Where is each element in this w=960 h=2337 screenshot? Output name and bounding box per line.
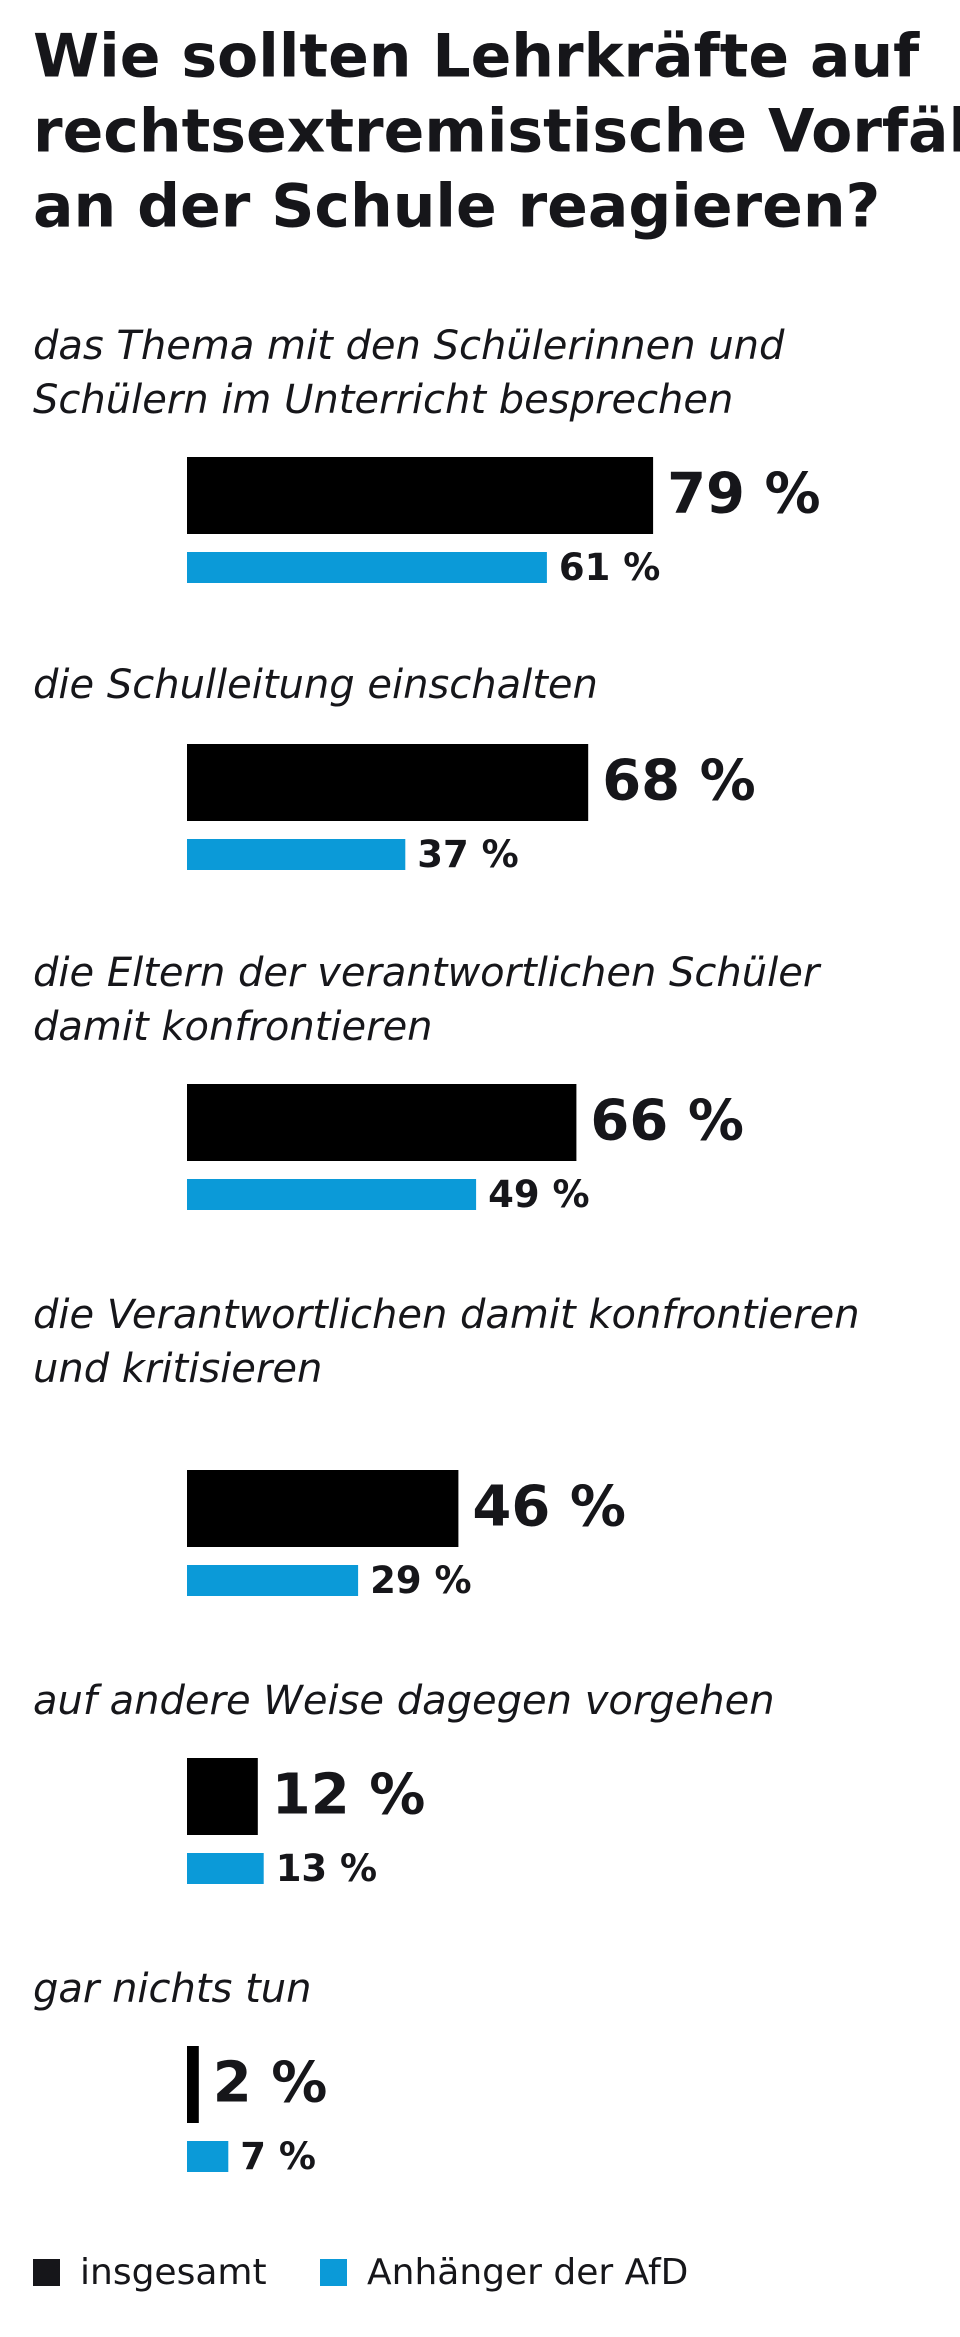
legend-swatch bbox=[320, 2259, 347, 2286]
category-label: die Schulleitung einschalten bbox=[33, 662, 598, 708]
bar bbox=[187, 552, 547, 583]
bar bbox=[187, 2046, 199, 2123]
value-label: 79 % bbox=[667, 462, 821, 527]
bar bbox=[187, 2141, 229, 2172]
category-label: Schülern im Unterricht besprechen bbox=[33, 377, 733, 423]
category-label: die Eltern der verantwortlichen Schüler bbox=[33, 950, 822, 996]
value-label: 7 % bbox=[240, 2135, 316, 2178]
value-label: 13 % bbox=[276, 1847, 377, 1890]
category-label: und kritisieren bbox=[33, 1346, 322, 1392]
legend-label: Anhänger der AfD bbox=[367, 2252, 688, 2293]
value-label: 12 % bbox=[272, 1763, 426, 1828]
chart-title: an der Schule reagieren? bbox=[33, 172, 880, 242]
bar bbox=[187, 839, 406, 870]
bar bbox=[187, 1084, 577, 1161]
category-label: gar nichts tun bbox=[33, 1966, 312, 2012]
category-label: die Verantwortlichen damit konfrontieren bbox=[33, 1292, 860, 1338]
value-label: 29 % bbox=[370, 1559, 471, 1602]
bar bbox=[187, 457, 654, 534]
value-label: 37 % bbox=[417, 833, 518, 876]
bar bbox=[187, 744, 589, 821]
value-label: 61 % bbox=[559, 546, 660, 589]
category-label: damit konfrontieren bbox=[33, 1004, 433, 1050]
bar bbox=[187, 1853, 264, 1884]
value-label: 2 % bbox=[213, 2051, 328, 2116]
bar bbox=[187, 1565, 359, 1596]
chart-title: Wie sollten Lehrkräfte auf bbox=[33, 22, 920, 92]
chart-title: rechtsextremistische Vorfälle bbox=[33, 97, 960, 167]
value-label: 49 % bbox=[488, 1173, 589, 1216]
legend-label: insgesamt bbox=[80, 2252, 267, 2293]
bar bbox=[187, 1179, 477, 1210]
value-label: 68 % bbox=[602, 749, 756, 814]
category-label: das Thema mit den Schülerinnen und bbox=[33, 323, 785, 369]
category-label: auf andere Weise dagegen vorgehen bbox=[33, 1678, 775, 1724]
bar bbox=[187, 1758, 258, 1835]
bar bbox=[187, 1470, 459, 1547]
legend-swatch bbox=[33, 2259, 60, 2286]
value-label: 66 % bbox=[590, 1089, 744, 1154]
value-label: 46 % bbox=[472, 1475, 626, 1540]
